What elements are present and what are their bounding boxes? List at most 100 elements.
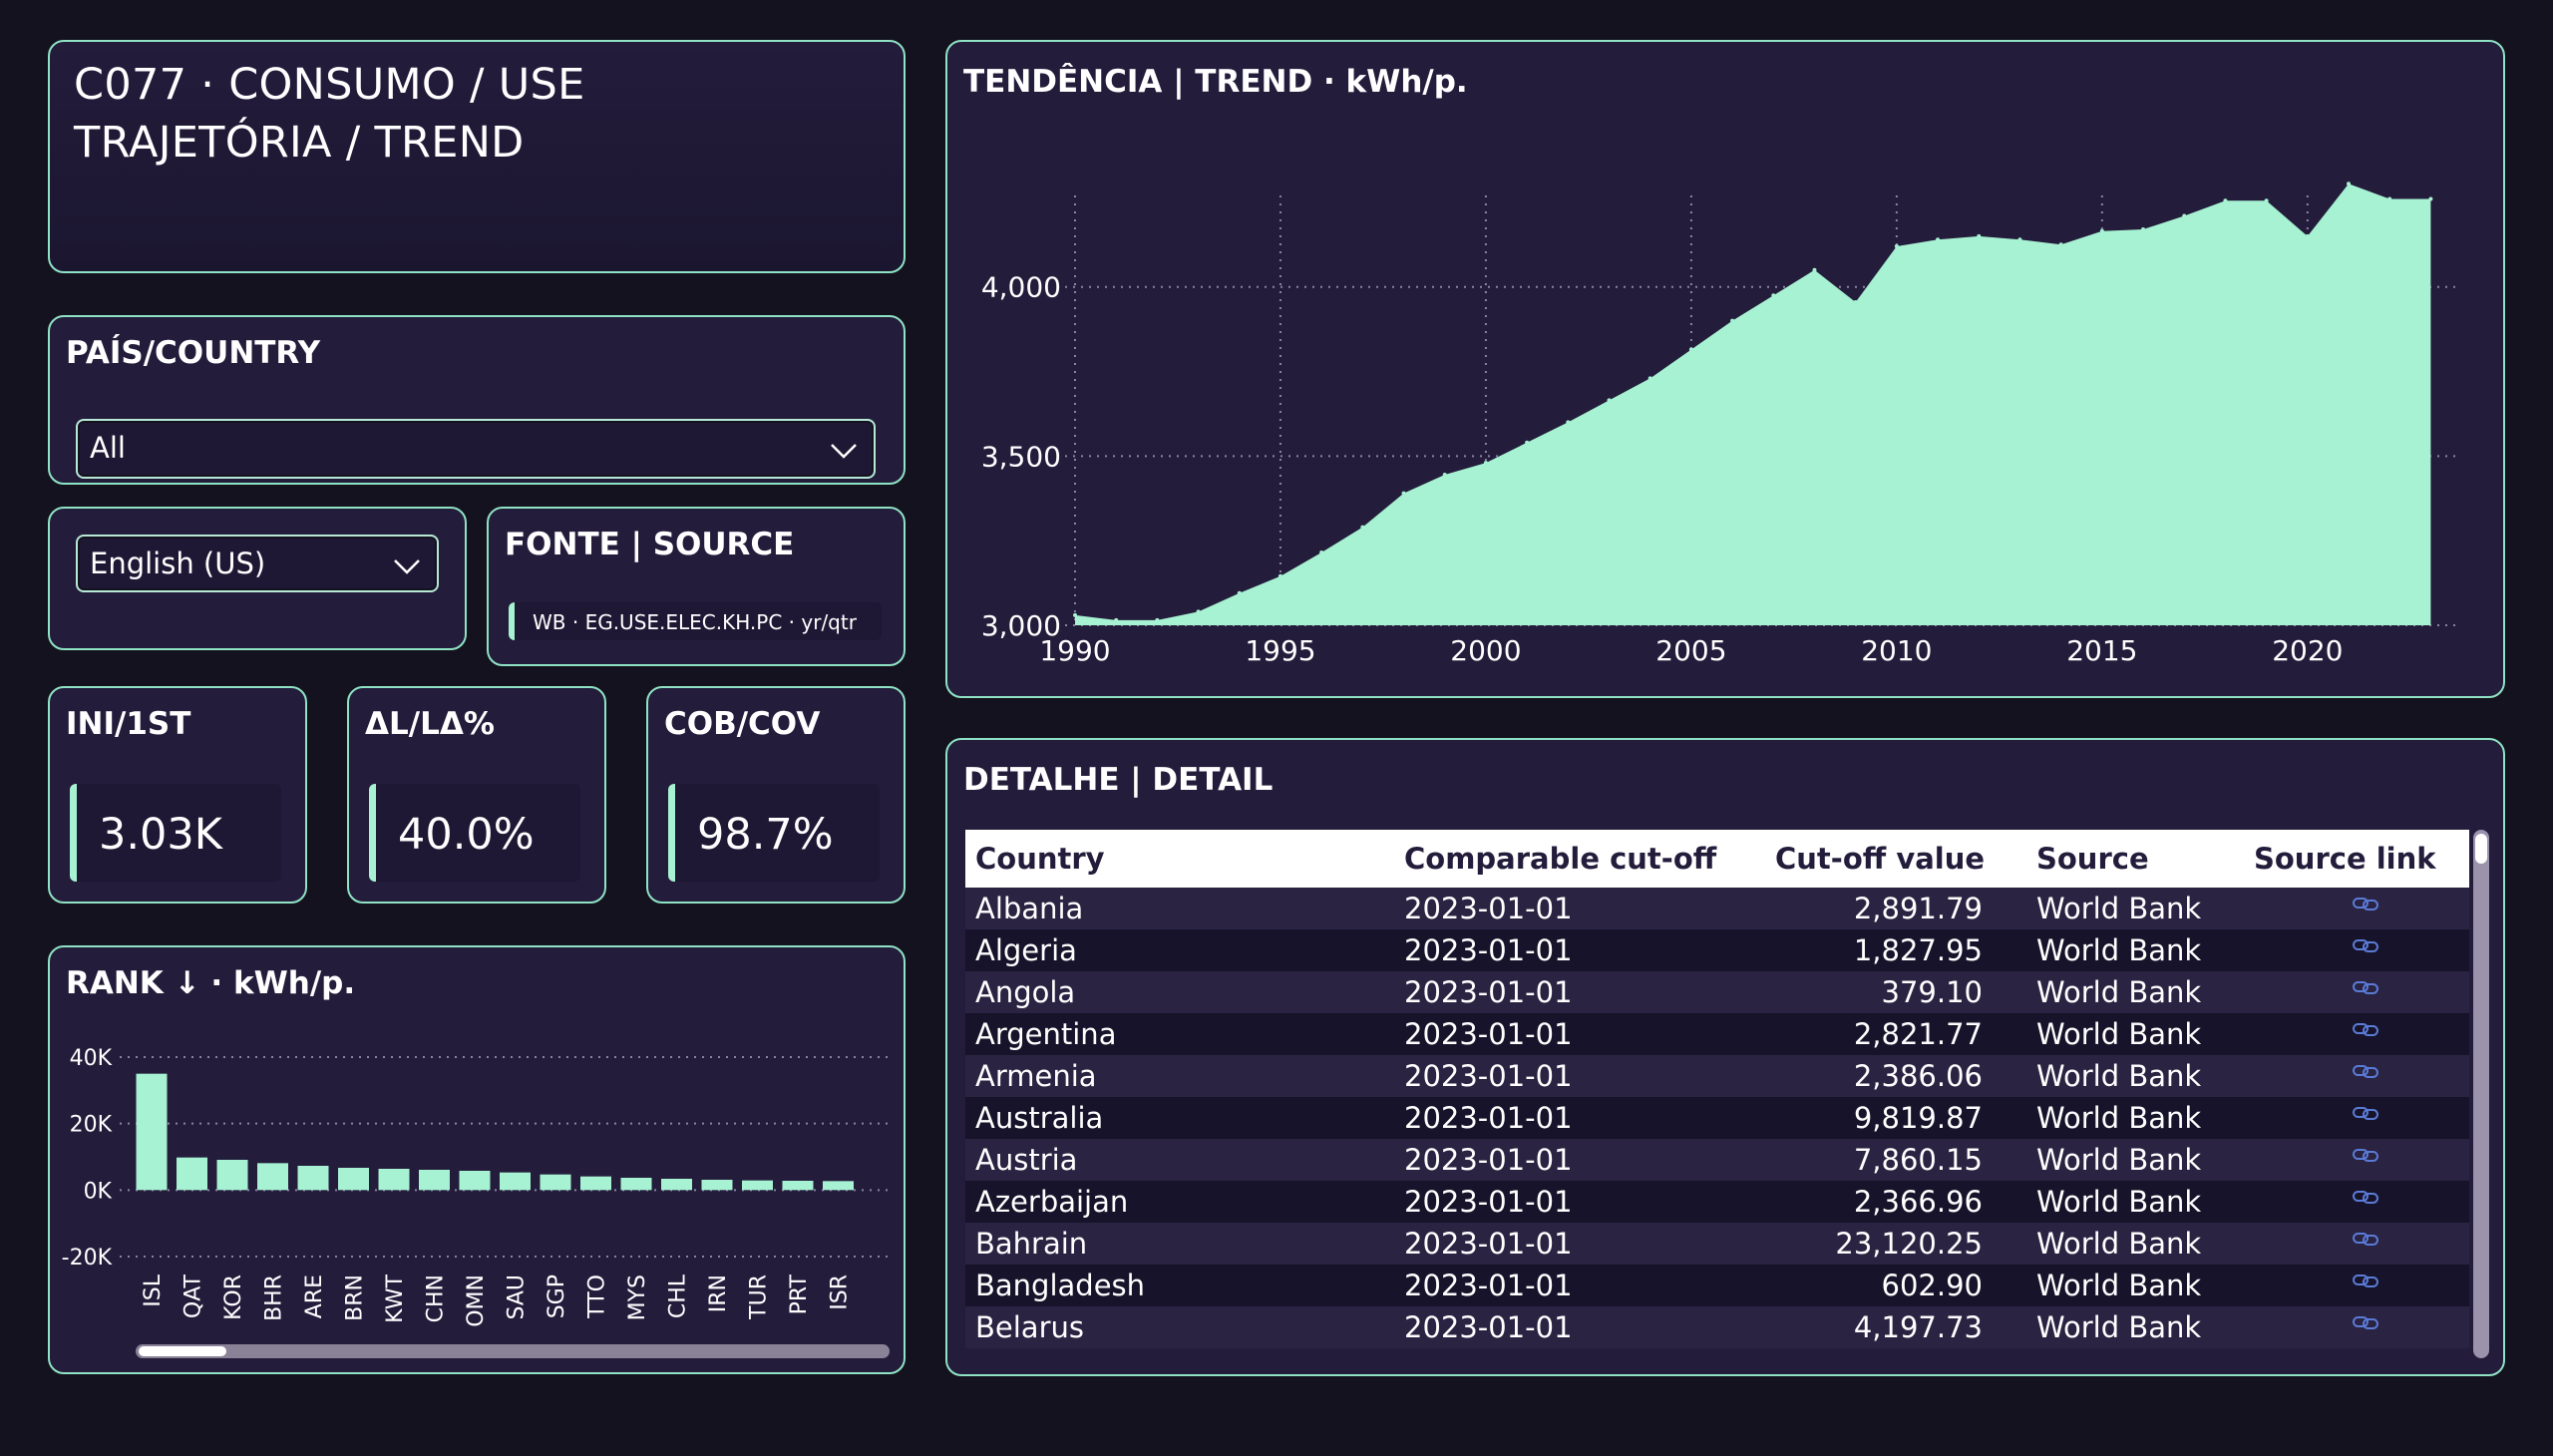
bar-isr bbox=[823, 1181, 854, 1191]
cell-source: World Bank bbox=[2036, 975, 2202, 1009]
bar-kor bbox=[216, 1160, 248, 1191]
table-row[interactable]: Belarus 2023-01-01 4,197.73 World Bank bbox=[965, 1306, 2469, 1348]
link-icon[interactable] bbox=[2352, 935, 2381, 955]
language-select[interactable]: English (US) bbox=[76, 535, 439, 592]
source-card: FONTE | SOURCE WB · EG.USE.ELEC.KH.PC · … bbox=[487, 507, 906, 666]
link-icon[interactable] bbox=[2352, 1271, 2381, 1290]
trend-point bbox=[2347, 182, 2352, 186]
cell-source: World Bank bbox=[2036, 1185, 2202, 1219]
cell-country: Bangladesh bbox=[975, 1269, 1146, 1302]
vertical-scrollbar[interactable] bbox=[2473, 830, 2489, 1358]
cell-source: World Bank bbox=[2036, 1310, 2202, 1344]
title-line-1: C077 · CONSUMO / USE bbox=[74, 60, 585, 110]
table-row[interactable]: Austria 2023-01-01 7,860.15 World Bank bbox=[965, 1139, 2469, 1181]
x-tick-label: 1995 bbox=[1245, 634, 1315, 667]
y-tick-label: 3,000 bbox=[981, 609, 1061, 642]
trend-point bbox=[2305, 233, 2310, 238]
table-row[interactable]: Bangladesh 2023-01-01 602.90 World Bank bbox=[965, 1265, 2469, 1306]
country-select[interactable]: All bbox=[76, 419, 876, 479]
column-header-source[interactable]: Source bbox=[2036, 842, 2149, 876]
trend-point bbox=[2428, 196, 2433, 201]
link-icon[interactable] bbox=[2352, 1019, 2381, 1039]
cell-cutoff: 2023-01-01 bbox=[1404, 1227, 1573, 1261]
x-tick-label: 2000 bbox=[1450, 634, 1521, 667]
trend-point bbox=[1277, 573, 1282, 578]
cell-value: 1,827.95 bbox=[1853, 933, 1983, 967]
cell-source: World Bank bbox=[2036, 1227, 2202, 1261]
table-row[interactable]: Algeria 2023-01-01 1,827.95 World Bank bbox=[965, 929, 2469, 971]
bar-qat bbox=[177, 1157, 207, 1191]
kpi-label: INI/1ST bbox=[66, 706, 191, 742]
trend-point bbox=[1155, 617, 1160, 622]
bar-tto bbox=[580, 1176, 611, 1191]
kpi-value: 98.7% bbox=[697, 810, 834, 860]
scrollbar-thumb[interactable] bbox=[2475, 834, 2487, 864]
table-row[interactable]: Australia 2023-01-01 9,819.87 World Bank bbox=[965, 1097, 2469, 1139]
link-icon[interactable] bbox=[2352, 1187, 2381, 1207]
cell-value: 2,821.77 bbox=[1853, 1017, 1983, 1051]
link-icon[interactable] bbox=[2352, 1061, 2381, 1081]
link-icon[interactable] bbox=[2352, 1312, 2381, 1332]
column-header-source-link[interactable]: Source link bbox=[2254, 842, 2436, 876]
link-icon[interactable] bbox=[2352, 894, 2381, 913]
cell-value: 7,860.15 bbox=[1853, 1143, 1983, 1177]
trend-point bbox=[1812, 267, 1817, 272]
cell-cutoff: 2023-01-01 bbox=[1404, 975, 1573, 1009]
cell-country: Argentina bbox=[975, 1017, 1117, 1051]
rank-chart-title: RANK ↓ · kWh/p. bbox=[66, 965, 356, 1001]
trend-point bbox=[1073, 612, 1077, 617]
trend-point bbox=[2387, 196, 2392, 201]
y-tick-label: -20K bbox=[62, 1246, 113, 1271]
y-tick-label: 3,500 bbox=[981, 440, 1061, 473]
table-row[interactable]: Albania 2023-01-01 2,891.79 World Bank bbox=[965, 888, 2469, 929]
language-select-value: English (US) bbox=[90, 546, 266, 580]
column-header-country[interactable]: Country bbox=[975, 842, 1105, 876]
chevron-down-icon bbox=[394, 559, 420, 574]
trend-point bbox=[1442, 473, 1447, 478]
cell-cutoff: 2023-01-01 bbox=[1404, 1269, 1573, 1302]
chevron-down-icon bbox=[831, 444, 857, 459]
title-line-2: TRAJETÓRIA / TREND bbox=[74, 118, 525, 168]
table-row[interactable]: Armenia 2023-01-01 2,386.06 World Bank bbox=[965, 1055, 2469, 1097]
kpi-value-box: 3.03K bbox=[70, 784, 281, 882]
source-label: FONTE | SOURCE bbox=[505, 527, 795, 562]
cell-cutoff: 2023-01-01 bbox=[1404, 1310, 1573, 1344]
y-tick-label: 4,000 bbox=[981, 271, 1061, 304]
link-icon[interactable] bbox=[2352, 1229, 2381, 1249]
detail-card: DETALHE | DETAIL Country Comparable cut-… bbox=[945, 738, 2505, 1376]
table-row[interactable]: Bahrain 2023-01-01 23,120.25 World Bank bbox=[965, 1223, 2469, 1265]
trend-point bbox=[2182, 213, 2187, 218]
trend-point bbox=[1525, 440, 1530, 445]
link-icon[interactable] bbox=[2352, 977, 2381, 997]
cell-country: Austria bbox=[975, 1143, 1078, 1177]
table-row[interactable]: Azerbaijan 2023-01-01 2,366.96 World Bank bbox=[965, 1181, 2469, 1223]
trend-point bbox=[1730, 318, 1735, 323]
cell-value: 2,891.79 bbox=[1853, 892, 1983, 925]
link-icon[interactable] bbox=[2352, 1103, 2381, 1123]
x-tick-label: BRN bbox=[343, 1274, 368, 1321]
column-header-value[interactable]: Cut-off value bbox=[1775, 842, 1986, 876]
horizontal-scrollbar[interactable] bbox=[136, 1344, 890, 1358]
cell-source: World Bank bbox=[2036, 1101, 2202, 1135]
table-row[interactable]: Argentina 2023-01-01 2,821.77 World Bank bbox=[965, 1013, 2469, 1055]
cell-source: World Bank bbox=[2036, 933, 2202, 967]
cell-cutoff: 2023-01-01 bbox=[1404, 1017, 1573, 1051]
x-tick-label: SAU bbox=[505, 1274, 530, 1320]
link-icon[interactable] bbox=[2352, 1145, 2381, 1165]
table-row[interactable]: Angola 2023-01-01 379.10 World Bank bbox=[965, 971, 2469, 1013]
column-header-cutoff[interactable]: Comparable cut-off bbox=[1404, 842, 1717, 876]
x-tick-label: ISL bbox=[141, 1274, 166, 1306]
kpi-card-coverage: COB/COV 98.7% bbox=[646, 686, 906, 904]
cell-source: World Bank bbox=[2036, 1143, 2202, 1177]
x-tick-label: 2010 bbox=[1861, 634, 1932, 667]
source-value: WB · EG.USE.ELEC.KH.PC · yr/qtr bbox=[533, 610, 857, 634]
bar-are bbox=[297, 1166, 329, 1191]
scrollbar-thumb[interactable] bbox=[138, 1345, 227, 1357]
trend-chart-title: TENDÊNCIA | TREND · kWh/p. bbox=[963, 64, 1468, 100]
bar-chl bbox=[661, 1179, 692, 1191]
cell-value: 2,386.06 bbox=[1853, 1059, 1983, 1093]
country-filter-card: PAÍS/COUNTRY All bbox=[48, 315, 906, 485]
cell-country: Bahrain bbox=[975, 1227, 1088, 1261]
bar-isl bbox=[136, 1073, 168, 1191]
x-tick-label: 2005 bbox=[1655, 634, 1726, 667]
